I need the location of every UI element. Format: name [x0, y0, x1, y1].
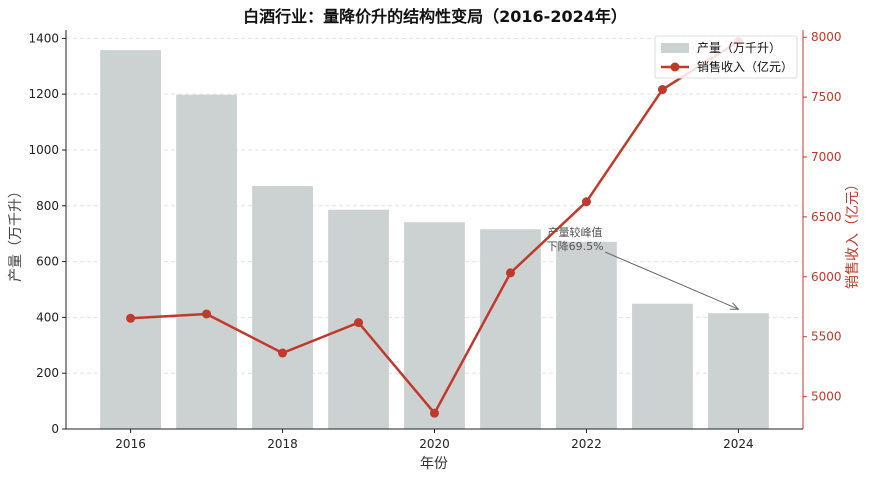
bar-series [100, 50, 769, 430]
x-tick-label: 2020 [419, 437, 450, 451]
right-tick-label: 8000 [811, 30, 842, 44]
line-point [126, 313, 136, 323]
right-tick-label: 7000 [811, 150, 842, 164]
line-point [581, 197, 591, 207]
right-tick-label: 6500 [811, 210, 842, 224]
legend: 产量（万千升） 销售收入（亿元） [654, 35, 798, 79]
bar [556, 241, 617, 429]
left-tick-label: 800 [36, 199, 59, 213]
legend-line-marker [670, 62, 680, 72]
bar [480, 229, 541, 429]
legend-label: 产量（万千升） [697, 41, 781, 55]
line-point [505, 268, 515, 278]
x-tick-label: 2018 [267, 437, 298, 451]
line-point [202, 309, 212, 319]
line-point [430, 408, 439, 418]
bar [176, 94, 237, 430]
line-point [278, 348, 288, 358]
annotation-text: 产量较峰值 [548, 225, 603, 239]
line-series [126, 37, 743, 418]
x-axis-label: 年份 [420, 456, 448, 472]
left-axis-label: 产量（万千升） [8, 184, 24, 282]
legend-label: 销售收入（亿元） [697, 59, 793, 74]
annotation-arrowhead [729, 302, 740, 310]
left-tick-label: 600 [36, 255, 59, 269]
annotation-text: 下降69.5% [547, 239, 604, 253]
bar [708, 313, 769, 429]
line-point [657, 85, 667, 95]
bar [404, 222, 465, 429]
line-point [354, 318, 364, 328]
left-tick-label: 1200 [28, 87, 59, 101]
bar [632, 303, 693, 429]
x-tick-label: 2022 [571, 437, 602, 451]
left-tick-label: 0 [51, 422, 59, 436]
right-tick-label: 6000 [811, 270, 842, 284]
left-tick-label: 1000 [28, 143, 59, 157]
tick-labels: 0 200 400 600 800 1000 1200 1400 5000 5500 6000 650… [28, 30, 841, 451]
right-tick-label: 7500 [811, 90, 842, 104]
left-tick-label: 200 [36, 366, 59, 380]
annotation-arrow [604, 251, 739, 310]
x-tick-label: 2016 [115, 437, 146, 451]
chart-title: 白酒行业：量降价升的结构性变局（2016-2024年） [243, 7, 627, 26]
right-axis-label: 销售收入（亿元） [845, 177, 861, 289]
bar [100, 50, 161, 430]
x-tick-label: 2024 [723, 437, 754, 451]
right-tick-label: 5500 [811, 330, 842, 344]
left-tick-label: 1400 [28, 31, 59, 45]
left-tick-label: 400 [36, 310, 59, 324]
legend-box [654, 35, 798, 79]
right-tick-label: 5000 [811, 390, 842, 404]
bar [252, 185, 313, 429]
legend-bar-swatch [661, 43, 689, 53]
